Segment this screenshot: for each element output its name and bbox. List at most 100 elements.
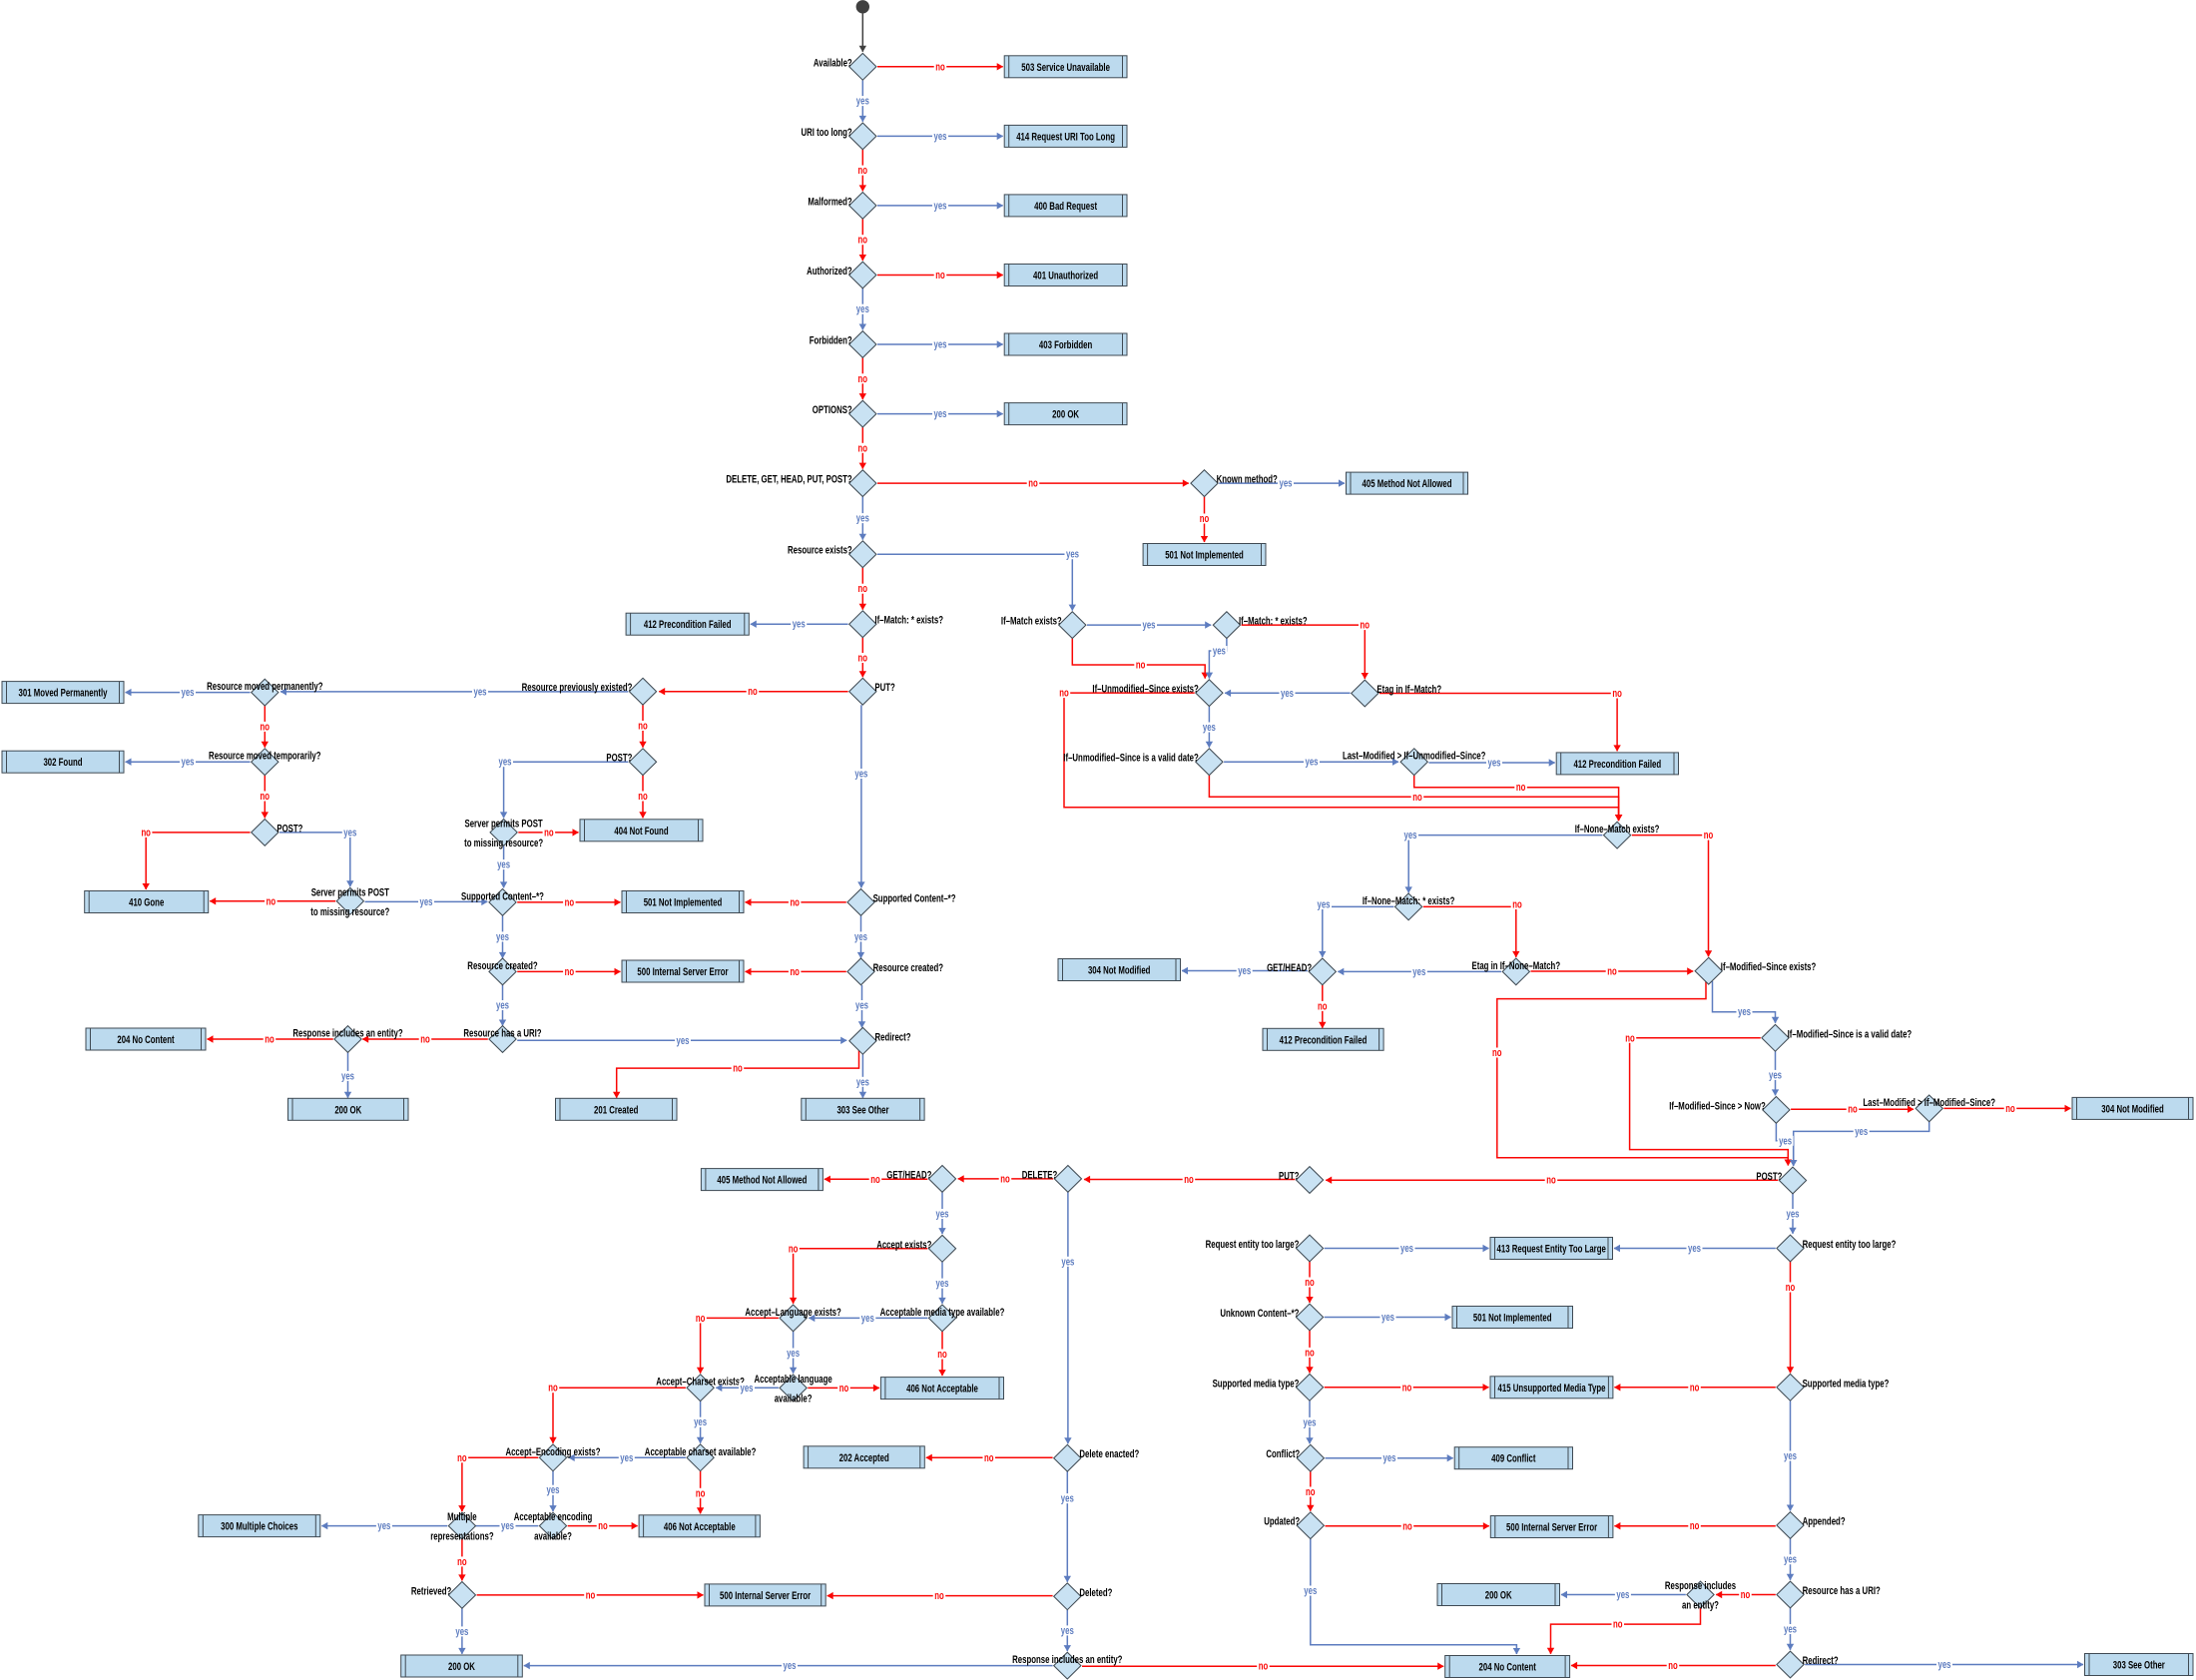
svg-text:Multiple: Multiple: [447, 1511, 477, 1523]
svg-text:Etag in If–Match?: Etag in If–Match?: [1376, 684, 1441, 696]
svg-text:no: no: [696, 1487, 706, 1499]
svg-text:POST?: POST?: [276, 823, 302, 835]
svg-text:no: no: [598, 1520, 608, 1532]
svg-text:yes: yes: [1061, 1493, 1074, 1505]
svg-text:yes: yes: [1938, 1659, 1951, 1671]
svg-text:yes: yes: [1400, 1243, 1413, 1255]
svg-text:yes: yes: [856, 303, 869, 315]
svg-text:Last–Modified > If–Modified–Si: Last–Modified > If–Modified–Since?: [1863, 1097, 1995, 1109]
svg-text:yes: yes: [793, 619, 806, 631]
svg-text:available?: available?: [775, 1393, 813, 1404]
svg-text:404 Not Found: 404 Not Found: [614, 826, 668, 838]
svg-text:If–Match: * exists?: If–Match: * exists?: [1239, 616, 1308, 628]
svg-text:no: no: [265, 1034, 274, 1046]
svg-text:Server permits POST: Server permits POST: [311, 886, 389, 898]
svg-text:200 OK: 200 OK: [1052, 409, 1079, 421]
svg-text:no: no: [457, 1556, 467, 1568]
svg-text:yes: yes: [677, 1035, 690, 1047]
svg-text:no: no: [1786, 1282, 1796, 1294]
svg-text:no: no: [1200, 513, 1210, 525]
svg-text:no: no: [1306, 1486, 1316, 1498]
svg-text:no: no: [1361, 620, 1371, 632]
svg-text:no: no: [1184, 1174, 1194, 1186]
svg-text:Resource moved permanently?: Resource moved permanently?: [207, 681, 323, 693]
svg-text:no: no: [858, 442, 868, 454]
svg-text:no: no: [1668, 1660, 1678, 1672]
svg-text:POST?: POST?: [1756, 1171, 1782, 1183]
svg-text:yes: yes: [377, 1520, 390, 1532]
svg-text:no: no: [544, 827, 554, 839]
svg-text:OPTIONS?: OPTIONS?: [813, 404, 852, 416]
svg-text:Acceptable charset available?: Acceptable charset available?: [645, 1446, 757, 1458]
svg-text:Deleted?: Deleted?: [1079, 1587, 1112, 1599]
svg-text:Resource previously existed?: Resource previously existed?: [522, 682, 633, 694]
svg-text:yes: yes: [854, 769, 867, 781]
svg-text:Accept exists?: Accept exists?: [876, 1239, 931, 1251]
svg-text:Resource created?: Resource created?: [873, 962, 944, 974]
svg-text:yes: yes: [1280, 478, 1293, 490]
svg-text:GET/HEAD?: GET/HEAD?: [1267, 962, 1312, 974]
svg-text:501 Not Implemented: 501 Not Implemented: [1473, 1313, 1552, 1325]
svg-text:no: no: [1516, 782, 1526, 794]
svg-text:Delete enacted?: Delete enacted?: [1079, 1448, 1139, 1460]
svg-text:yes: yes: [1488, 758, 1501, 770]
svg-text:DELETE, GET, HEAD, PUT, POST?: DELETE, GET, HEAD, PUT, POST?: [726, 474, 851, 486]
svg-text:no: no: [1305, 1347, 1315, 1359]
svg-text:409 Conflict: 409 Conflict: [1491, 1453, 1536, 1465]
svg-text:Accept–Encoding exists?: Accept–Encoding exists?: [505, 1446, 600, 1458]
svg-text:yes: yes: [1404, 830, 1417, 841]
svg-text:no: no: [141, 827, 151, 839]
svg-text:Malformed?: Malformed?: [808, 196, 851, 208]
svg-text:no: no: [934, 1590, 944, 1602]
svg-text:500 Internal Server Error: 500 Internal Server Error: [1506, 1522, 1598, 1534]
svg-text:no: no: [1848, 1104, 1858, 1116]
svg-text:yes: yes: [1213, 646, 1226, 658]
svg-text:303 See Other: 303 See Other: [836, 1104, 889, 1116]
svg-text:yes: yes: [787, 1348, 800, 1360]
svg-text:no: no: [548, 1383, 558, 1395]
svg-text:no: no: [870, 1174, 880, 1186]
svg-text:no: no: [1690, 1382, 1700, 1394]
svg-text:POST?: POST?: [606, 753, 632, 765]
svg-text:yes: yes: [474, 686, 487, 698]
svg-text:Conflict?: Conflict?: [1266, 1448, 1300, 1460]
svg-text:Server permits POST: Server permits POST: [465, 818, 543, 830]
svg-text:If–Match exists?: If–Match exists?: [1001, 616, 1062, 628]
svg-text:204 No Content: 204 No Content: [1479, 1662, 1537, 1674]
svg-text:no: no: [1607, 966, 1617, 978]
svg-text:yes: yes: [1383, 1452, 1396, 1464]
svg-text:yes: yes: [1616, 1589, 1629, 1601]
svg-text:yes: yes: [1688, 1243, 1701, 1255]
svg-text:501 Not Implemented: 501 Not Implemented: [644, 897, 723, 909]
svg-text:Supported media type?: Supported media type?: [1803, 1378, 1890, 1390]
svg-text:an entity?: an entity?: [1682, 1600, 1719, 1612]
svg-text:yes: yes: [1061, 1625, 1074, 1637]
svg-text:yes: yes: [1784, 1554, 1797, 1566]
svg-text:yes: yes: [1281, 688, 1294, 700]
svg-text:no: no: [839, 1383, 849, 1395]
svg-text:503 Service Unavailable: 503 Service Unavailable: [1021, 62, 1110, 74]
svg-text:Retrieved?: Retrieved?: [411, 1585, 452, 1597]
svg-text:302 Found: 302 Found: [43, 757, 82, 769]
svg-text:Known method?: Known method?: [1217, 474, 1278, 486]
svg-text:413 Request Entity Too Large: 413 Request Entity Too Large: [1497, 1244, 1606, 1256]
svg-text:no: no: [984, 1452, 994, 1464]
svg-text:yes: yes: [343, 827, 356, 839]
svg-text:yes: yes: [341, 1070, 354, 1082]
svg-text:yes: yes: [784, 1660, 797, 1672]
svg-text:no: no: [789, 1243, 799, 1255]
svg-text:no: no: [2005, 1103, 2015, 1115]
svg-text:yes: yes: [1784, 1450, 1797, 1462]
svg-text:Supported media type?: Supported media type?: [1213, 1378, 1300, 1390]
svg-text:401 Unauthorized: 401 Unauthorized: [1033, 271, 1098, 282]
svg-text:412 Precondition Failed: 412 Precondition Failed: [1573, 759, 1661, 771]
svg-text:DELETE?: DELETE?: [1022, 1169, 1058, 1181]
svg-text:Etag in If–None–Match?: Etag in If–None–Match?: [1472, 960, 1561, 972]
svg-text:no: no: [267, 895, 276, 907]
svg-text:yes: yes: [936, 1278, 949, 1290]
svg-text:304 Not Modified: 304 Not Modified: [2101, 1103, 2164, 1115]
svg-text:405 Method Not Allowed: 405 Method Not Allowed: [1363, 478, 1452, 490]
svg-text:yes: yes: [496, 931, 509, 943]
svg-text:Response includes an entity?: Response includes an entity?: [1012, 1654, 1122, 1666]
svg-text:no: no: [858, 165, 868, 177]
